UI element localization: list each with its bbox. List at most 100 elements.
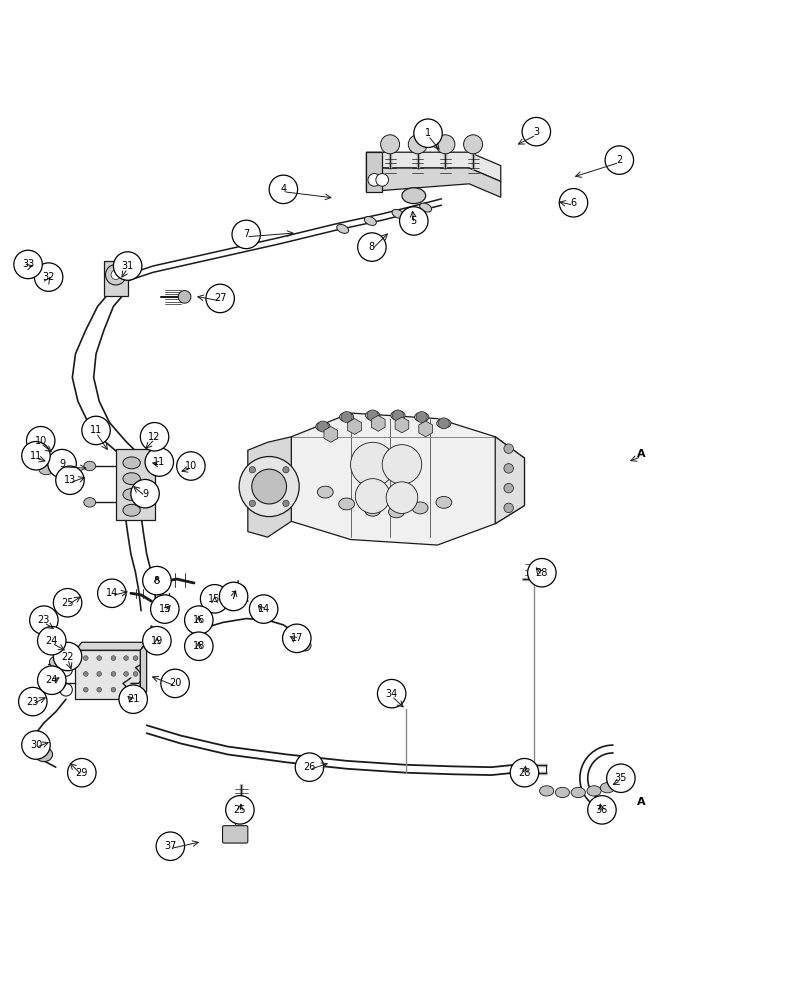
Ellipse shape <box>318 486 334 498</box>
Circle shape <box>106 264 126 285</box>
Circle shape <box>142 626 171 655</box>
Circle shape <box>504 464 513 473</box>
Ellipse shape <box>195 613 209 624</box>
Ellipse shape <box>436 496 452 508</box>
Polygon shape <box>366 168 501 197</box>
Ellipse shape <box>84 461 96 471</box>
Text: 13: 13 <box>64 475 76 485</box>
Text: 11: 11 <box>90 425 102 435</box>
Text: 17: 17 <box>291 633 303 643</box>
Circle shape <box>522 117 551 146</box>
Circle shape <box>283 624 311 653</box>
Circle shape <box>252 469 287 504</box>
Ellipse shape <box>365 411 380 420</box>
Text: 12: 12 <box>148 432 161 442</box>
Text: 27: 27 <box>214 293 226 303</box>
Circle shape <box>185 606 213 634</box>
Circle shape <box>150 595 179 623</box>
Text: 9: 9 <box>142 489 148 499</box>
Polygon shape <box>495 437 525 524</box>
Circle shape <box>45 272 55 282</box>
Ellipse shape <box>556 787 569 798</box>
Circle shape <box>84 687 88 692</box>
Ellipse shape <box>39 465 53 475</box>
Ellipse shape <box>211 593 225 604</box>
Circle shape <box>68 758 96 787</box>
Text: 24: 24 <box>45 636 58 646</box>
Polygon shape <box>76 642 146 650</box>
Ellipse shape <box>587 786 601 796</box>
Text: 11: 11 <box>30 451 42 461</box>
Ellipse shape <box>84 498 96 507</box>
Ellipse shape <box>339 498 354 510</box>
Circle shape <box>587 796 616 824</box>
Circle shape <box>98 579 126 608</box>
Circle shape <box>133 656 138 660</box>
Text: 8: 8 <box>154 576 160 586</box>
Circle shape <box>123 656 128 660</box>
Circle shape <box>111 656 115 660</box>
Text: 20: 20 <box>169 678 181 688</box>
Text: 4: 4 <box>280 184 287 194</box>
Ellipse shape <box>123 489 140 500</box>
Ellipse shape <box>402 188 426 204</box>
Circle shape <box>528 558 556 587</box>
Circle shape <box>283 500 289 506</box>
Polygon shape <box>248 437 291 537</box>
Circle shape <box>123 687 128 692</box>
Circle shape <box>41 268 59 286</box>
Text: A: A <box>637 449 646 459</box>
Circle shape <box>111 270 120 279</box>
Circle shape <box>161 669 189 698</box>
Circle shape <box>114 252 142 280</box>
Ellipse shape <box>365 504 380 516</box>
Text: 24: 24 <box>45 675 58 685</box>
Circle shape <box>249 500 256 506</box>
Circle shape <box>392 410 404 421</box>
Circle shape <box>131 479 159 508</box>
Circle shape <box>376 174 388 186</box>
Text: 32: 32 <box>42 272 55 282</box>
Circle shape <box>504 503 513 513</box>
Ellipse shape <box>191 635 207 647</box>
Ellipse shape <box>162 597 176 608</box>
Circle shape <box>133 672 138 676</box>
Circle shape <box>53 589 82 617</box>
Text: 15: 15 <box>209 594 220 604</box>
Text: 18: 18 <box>193 641 205 651</box>
Circle shape <box>249 467 256 473</box>
Polygon shape <box>366 152 382 192</box>
Circle shape <box>357 233 386 261</box>
Circle shape <box>239 457 299 517</box>
Circle shape <box>416 411 427 423</box>
Ellipse shape <box>123 473 140 485</box>
Ellipse shape <box>412 502 428 514</box>
Circle shape <box>504 483 513 493</box>
Ellipse shape <box>415 412 429 422</box>
Text: 25: 25 <box>61 598 74 608</box>
Text: 23: 23 <box>37 615 50 625</box>
Ellipse shape <box>365 217 377 225</box>
Ellipse shape <box>35 747 53 762</box>
Circle shape <box>29 606 58 634</box>
Text: 19: 19 <box>150 636 163 646</box>
Ellipse shape <box>298 640 311 651</box>
Text: 34: 34 <box>385 689 398 699</box>
Circle shape <box>84 672 88 676</box>
Circle shape <box>504 444 513 453</box>
Circle shape <box>53 642 82 671</box>
Polygon shape <box>140 642 146 699</box>
Circle shape <box>145 448 174 476</box>
Ellipse shape <box>392 209 404 218</box>
Circle shape <box>178 291 191 303</box>
Text: 25: 25 <box>234 805 246 815</box>
Text: A: A <box>637 797 646 807</box>
Ellipse shape <box>337 224 349 233</box>
Ellipse shape <box>437 419 451 428</box>
Circle shape <box>605 146 634 174</box>
Circle shape <box>463 135 482 154</box>
Circle shape <box>185 632 213 660</box>
Text: 26: 26 <box>303 762 316 772</box>
Circle shape <box>97 656 102 660</box>
Circle shape <box>156 832 185 860</box>
